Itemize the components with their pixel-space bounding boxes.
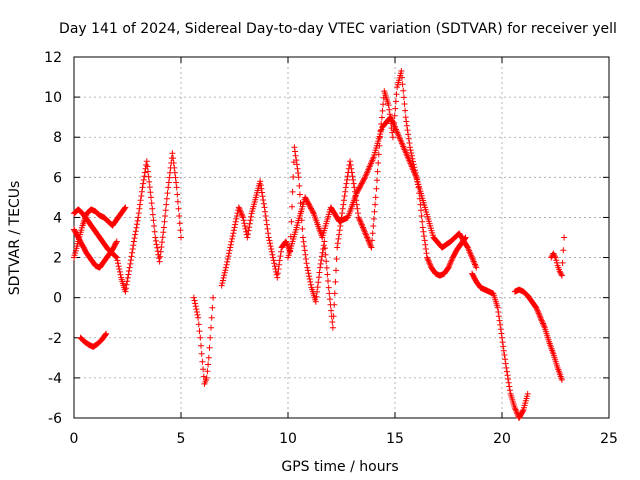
y-tick-label: 4 bbox=[53, 210, 62, 226]
y-tick-label: 2 bbox=[53, 251, 62, 267]
tick-layer: -6 -4 -2 0 2 4 6 8 10 12 0 5 10 15 20 25 bbox=[44, 50, 618, 447]
data-point-markers bbox=[71, 226, 120, 271]
data-series-track-e bbox=[190, 294, 217, 387]
data-point-markers bbox=[218, 68, 469, 331]
data-series-track-d bbox=[77, 330, 110, 350]
x-tick-label: 0 bbox=[70, 431, 79, 447]
data-series-track-g bbox=[285, 114, 480, 271]
x-tick-label: 15 bbox=[386, 431, 404, 447]
y-tick-label: 0 bbox=[53, 291, 62, 307]
x-tick-label: 10 bbox=[279, 431, 297, 447]
data-point-markers bbox=[71, 150, 184, 295]
data-point-markers bbox=[285, 114, 480, 271]
y-tick-label: 10 bbox=[44, 90, 62, 106]
data-layer bbox=[71, 68, 568, 421]
data-series-track-c bbox=[71, 226, 120, 271]
y-tick-label: 8 bbox=[53, 130, 62, 146]
data-point-markers bbox=[469, 270, 531, 421]
data-point-markers bbox=[190, 294, 217, 387]
x-tick-label: 20 bbox=[493, 431, 511, 447]
data-series-track-i bbox=[511, 286, 565, 383]
y-tick-label: 12 bbox=[44, 50, 62, 66]
chart-title: Day 141 of 2024, Sidereal Day-to-day VTE… bbox=[59, 21, 617, 37]
data-series-track-j bbox=[548, 234, 568, 279]
data-point-markers bbox=[77, 330, 110, 350]
y-tick-label: -4 bbox=[48, 371, 62, 387]
y-tick-label: -2 bbox=[48, 331, 62, 347]
y-tick-label: -6 bbox=[48, 411, 62, 427]
y-tick-label: 6 bbox=[53, 170, 62, 186]
data-series-track-a bbox=[71, 150, 184, 295]
plot-frame bbox=[73, 56, 610, 419]
data-series-track-f bbox=[218, 68, 469, 331]
data-point-markers bbox=[511, 286, 565, 383]
x-axis-label: GPS time / hours bbox=[281, 459, 398, 475]
grid-layer bbox=[74, 57, 609, 418]
x-tick-label: 25 bbox=[600, 431, 618, 447]
x-tick-label: 5 bbox=[177, 431, 186, 447]
data-point-markers bbox=[548, 234, 568, 279]
data-series-track-h bbox=[469, 270, 531, 421]
y-axis-label: SDTVAR / TECUs bbox=[7, 181, 23, 296]
